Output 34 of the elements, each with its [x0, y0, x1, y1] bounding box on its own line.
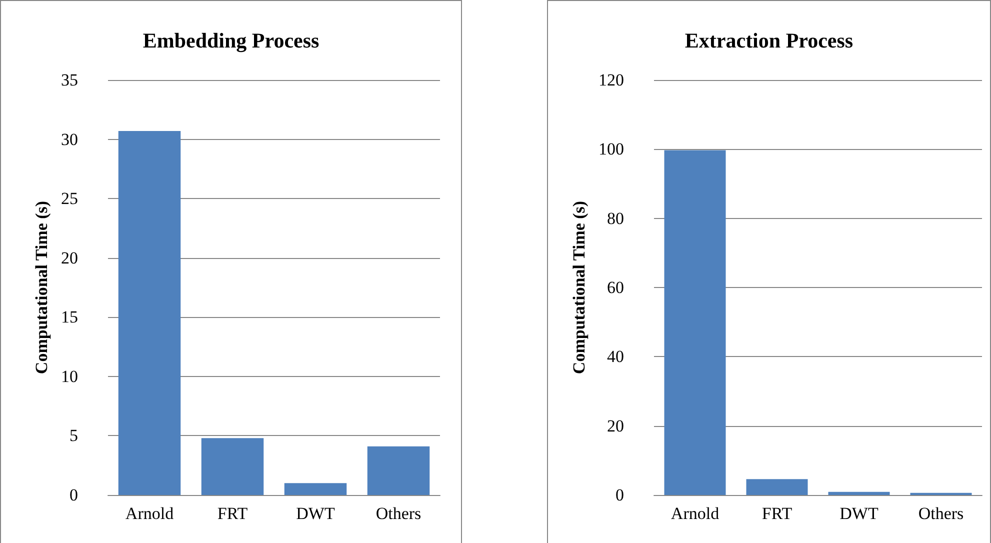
x-tick-label: FRT [217, 504, 248, 523]
y-axis-title: Computational Time (s) [32, 200, 52, 374]
bar [118, 130, 181, 495]
y-tick-label: 35 [61, 70, 78, 90]
y-tick-label: 25 [61, 189, 78, 208]
x-tick-label: Others [376, 504, 422, 523]
y-tick-label: 0 [70, 486, 78, 504]
y-tick-label: 100 [598, 140, 624, 159]
chart-title: Extraction Process [684, 28, 854, 52]
y-tick-label: 15 [61, 308, 78, 327]
x-tick-label: FRT [762, 504, 793, 523]
bar [201, 438, 264, 495]
y-tick-label: 30 [61, 130, 78, 149]
y-tick-label: 80 [607, 208, 624, 228]
y-tick-label: 20 [607, 416, 624, 436]
chart-title: Embedding Process [142, 28, 320, 52]
y-tick-label: 0 [616, 486, 624, 504]
x-tick-label: DWT [296, 504, 336, 523]
x-tick-label: Arnold [670, 504, 720, 523]
bar [828, 492, 890, 495]
x-tick-label: Arnold [125, 504, 174, 523]
bar [367, 446, 430, 495]
x-tick-label: DWT [840, 504, 879, 523]
y-tick-label: 10 [61, 366, 78, 386]
y-tick-label: 40 [607, 347, 624, 366]
bar [284, 483, 347, 495]
y-axis-title: Computational Time (s) [570, 200, 589, 374]
x-tick-label: Others [918, 504, 964, 523]
y-tick-label: 60 [607, 278, 624, 297]
y-tick-label: 20 [61, 248, 78, 268]
bar [746, 479, 808, 495]
y-tick-label: 120 [598, 70, 624, 90]
bar [664, 150, 726, 495]
y-tick-label: 5 [70, 426, 78, 446]
